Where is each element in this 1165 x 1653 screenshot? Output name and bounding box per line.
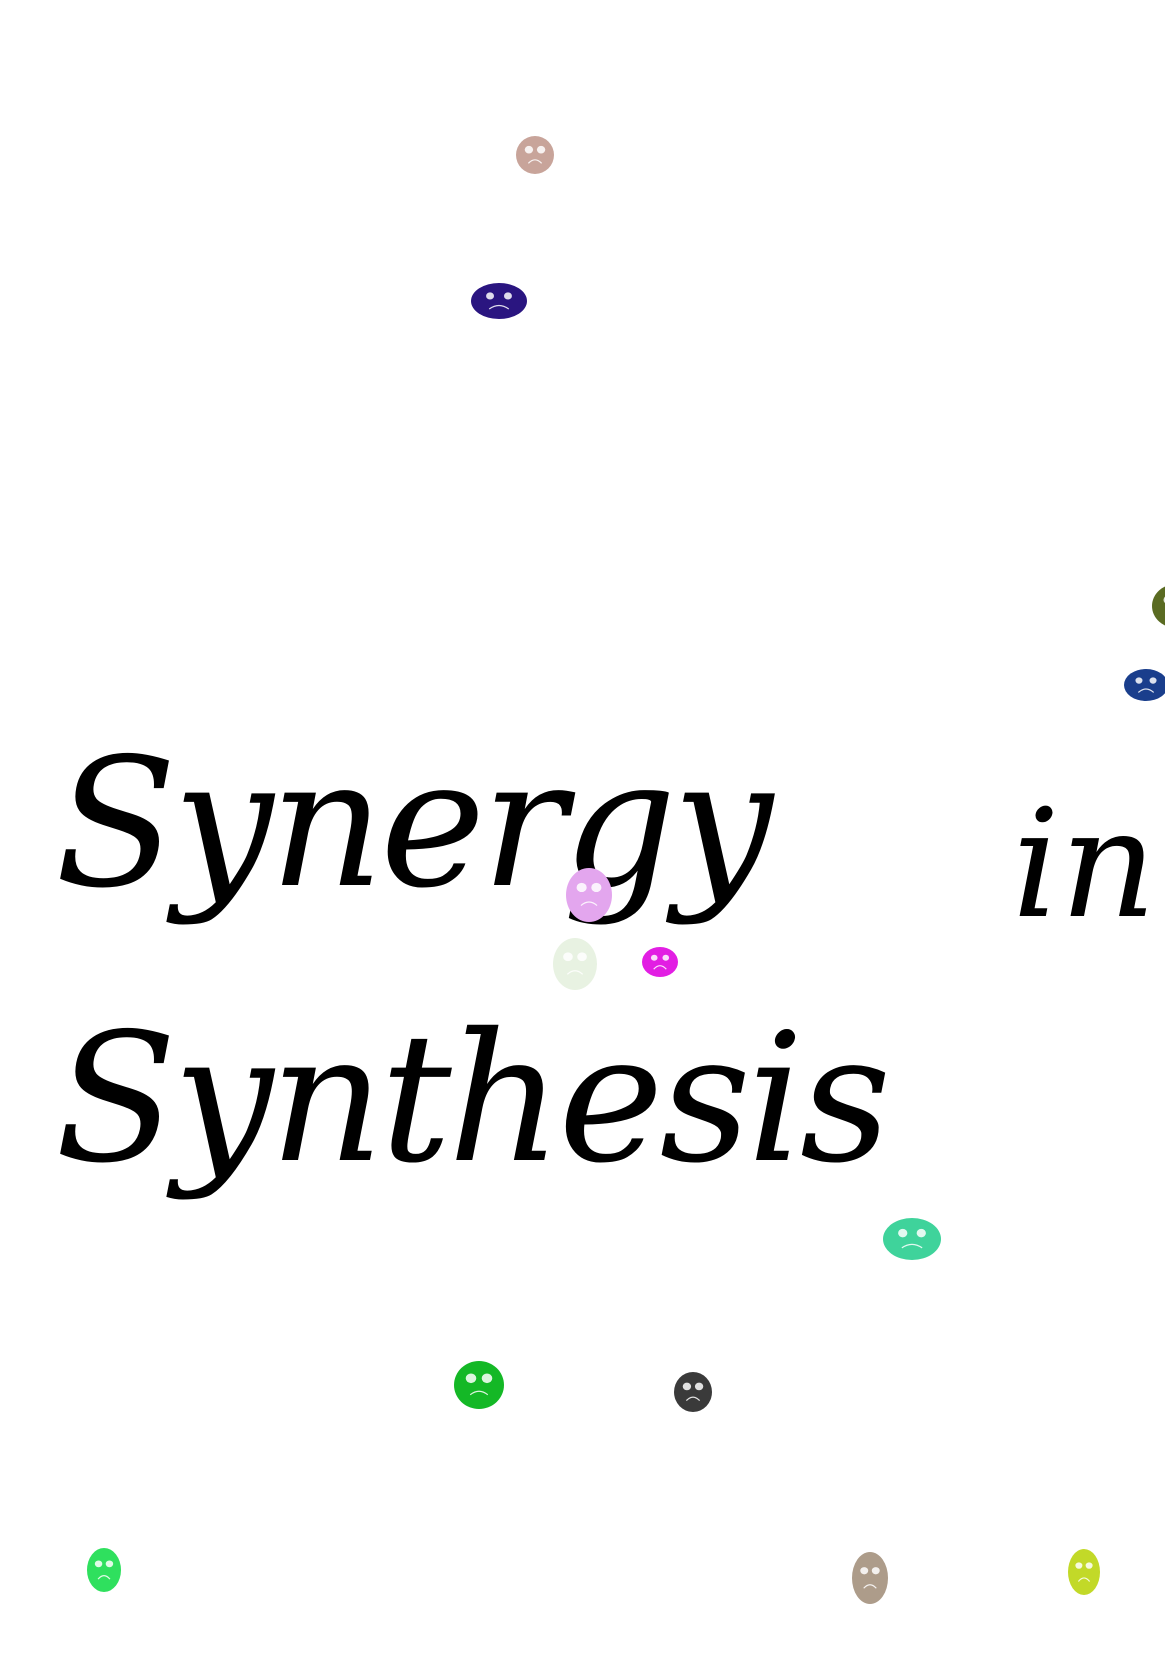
blob-teal-eye bbox=[916, 1228, 926, 1238]
blob-light-green-eye bbox=[105, 1560, 114, 1568]
blob-magenta-mouth bbox=[653, 965, 667, 970]
blob-charcoal-mouth bbox=[685, 1396, 701, 1402]
blob-indigo-eye bbox=[486, 292, 495, 300]
blob-navy-body bbox=[1124, 669, 1165, 701]
blob-teal-eye bbox=[898, 1228, 908, 1238]
blob-navy bbox=[1124, 669, 1165, 701]
blob-green-eye bbox=[481, 1373, 493, 1384]
blob-tan bbox=[516, 136, 554, 174]
blob-tan-body bbox=[516, 136, 554, 174]
blob-lime-eye bbox=[1085, 1562, 1093, 1569]
blob-light-green bbox=[87, 1548, 121, 1592]
blob-lavender-eye bbox=[576, 882, 587, 893]
title-word-synergy: Synergy bbox=[55, 720, 773, 927]
blob-charcoal-eye bbox=[682, 1382, 692, 1391]
blob-navy-mouth bbox=[1137, 688, 1155, 693]
blob-indigo-eye bbox=[504, 292, 512, 300]
blob-green-body bbox=[454, 1361, 504, 1409]
blob-pale-green-body bbox=[553, 938, 597, 990]
blob-taupe bbox=[852, 1552, 888, 1604]
blob-olive bbox=[1152, 586, 1165, 626]
blob-lime-body bbox=[1068, 1549, 1100, 1595]
blob-green bbox=[454, 1361, 504, 1409]
blob-lavender bbox=[566, 868, 612, 922]
blob-pale-green-mouth bbox=[566, 970, 584, 975]
blob-teal bbox=[883, 1218, 941, 1260]
blob-light-green-body bbox=[87, 1548, 121, 1592]
blob-pale-green-eye bbox=[563, 952, 573, 962]
blob-lime-eye bbox=[1075, 1562, 1083, 1569]
blob-lime bbox=[1068, 1549, 1100, 1595]
blob-indigo-mouth bbox=[488, 304, 510, 310]
blob-light-green-mouth bbox=[97, 1575, 111, 1580]
blob-teal-mouth bbox=[901, 1243, 923, 1249]
blob-tan-eye bbox=[536, 145, 546, 154]
blob-lavender-body bbox=[566, 868, 612, 922]
blob-taupe-eye bbox=[871, 1567, 880, 1575]
blob-charcoal-body bbox=[674, 1372, 712, 1412]
blob-magenta-eye bbox=[650, 954, 658, 961]
blob-olive-body bbox=[1152, 586, 1165, 626]
blob-pale-green bbox=[553, 938, 597, 990]
blob-charcoal bbox=[674, 1372, 712, 1412]
blob-magenta-eye bbox=[662, 954, 670, 961]
blob-taupe-mouth bbox=[863, 1584, 877, 1589]
blob-tan-mouth bbox=[527, 159, 543, 164]
blob-charcoal-eye bbox=[694, 1382, 704, 1391]
title-word-in: in bbox=[1012, 778, 1157, 952]
blob-lavender-eye bbox=[591, 882, 602, 893]
blob-light-green-eye bbox=[94, 1560, 103, 1568]
blob-magenta bbox=[642, 947, 678, 977]
title-word-synthesis: Synthesis bbox=[55, 995, 891, 1202]
blob-lime-mouth bbox=[1077, 1577, 1091, 1582]
blob-taupe-eye bbox=[860, 1567, 869, 1575]
blob-pale-green-eye bbox=[577, 952, 587, 962]
blob-teal-body bbox=[883, 1218, 941, 1260]
blob-navy-eye bbox=[1135, 677, 1143, 684]
blob-lavender-mouth bbox=[580, 901, 598, 907]
blob-indigo-body bbox=[471, 283, 527, 319]
blob-taupe-body bbox=[852, 1552, 888, 1604]
blob-green-mouth bbox=[469, 1390, 489, 1396]
blob-navy-eye bbox=[1149, 677, 1157, 684]
blob-indigo bbox=[471, 283, 527, 319]
blob-magenta-body bbox=[642, 947, 678, 977]
blob-tan-eye bbox=[524, 145, 534, 154]
blob-green-eye bbox=[465, 1373, 477, 1384]
